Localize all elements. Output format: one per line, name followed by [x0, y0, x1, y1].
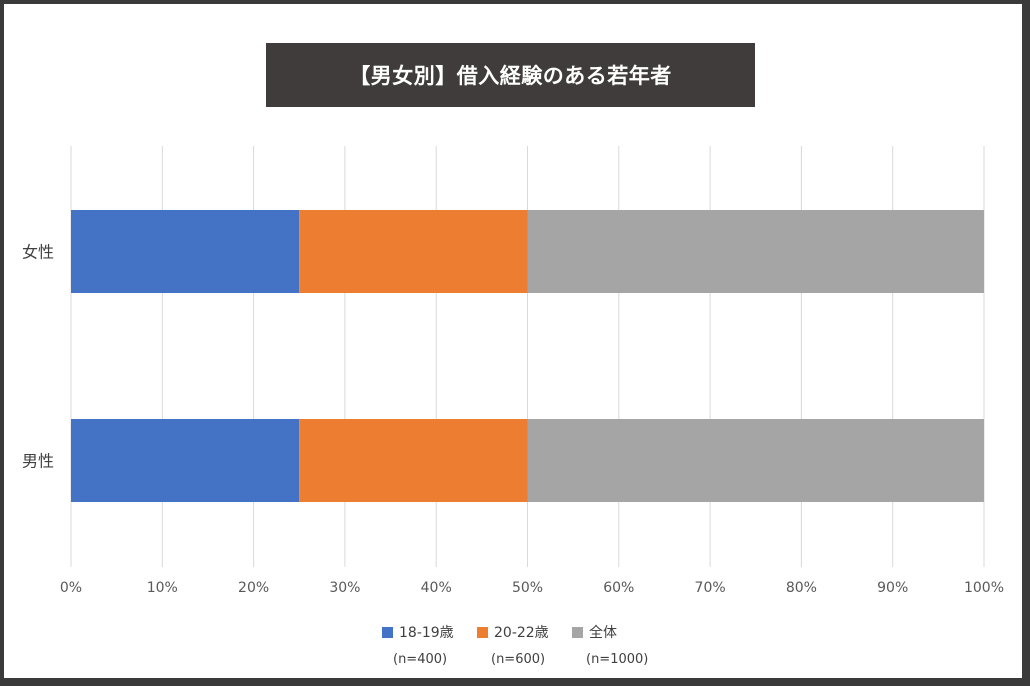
x-tick-label: 40% [421, 580, 452, 596]
x-tick-label: 50% [512, 580, 543, 596]
gridlines [70, 146, 985, 567]
legend: 18-19歳 20-22歳 全体 (n=400) (n=600) (n=1000… [0, 620, 1030, 680]
legend-item-18-19: 18-19歳 [382, 622, 454, 642]
x-tick-label: 70% [695, 580, 726, 596]
legend-swatch-18-19 [382, 627, 393, 638]
category-label: 女性 [22, 243, 54, 262]
x-tick-label: 0% [60, 580, 82, 596]
bar-segment [527, 210, 984, 293]
bar-segment [71, 210, 300, 293]
chart-title-box: 【男女別】借入経験のある若年者 [266, 43, 755, 107]
x-tick-label: 30% [329, 580, 360, 596]
legend-label-20-22: 20-22歳 [494, 625, 549, 641]
chart-title: 【男女別】借入経験のある若年者 [349, 64, 672, 88]
bar-segment [299, 210, 528, 293]
chart-frame [4, 4, 1022, 678]
x-tick-label: 10% [147, 580, 178, 596]
legend-label-18-19: 18-19歳 [399, 625, 454, 641]
x-tick-label: 100% [964, 580, 1004, 596]
legend-n-all: (n=1000) [586, 652, 649, 667]
legend-label-all: 全体 [589, 625, 617, 641]
legend-item-all: 全体 [572, 622, 617, 642]
bars [71, 210, 984, 502]
legend-swatch-20-22 [477, 627, 488, 638]
x-tick-label: 80% [786, 580, 817, 596]
x-tick-label: 20% [238, 580, 269, 596]
x-tick-labels: 0% 10% 20% 30% 40% 50% 60% 70% 80% 90% 100% [60, 580, 1004, 596]
legend-n-20-22: (n=600) [491, 652, 546, 667]
bar-segment [299, 419, 528, 502]
category-label: 男性 [22, 452, 54, 471]
legend-item-20-22: 20-22歳 [477, 622, 549, 642]
x-tick-label: 60% [603, 580, 634, 596]
bar-segment [527, 419, 984, 502]
bar-segment [71, 419, 300, 502]
legend-n-18-19: (n=400) [393, 652, 448, 667]
legend-swatch-all [572, 627, 583, 638]
x-tick-label: 90% [877, 580, 908, 596]
